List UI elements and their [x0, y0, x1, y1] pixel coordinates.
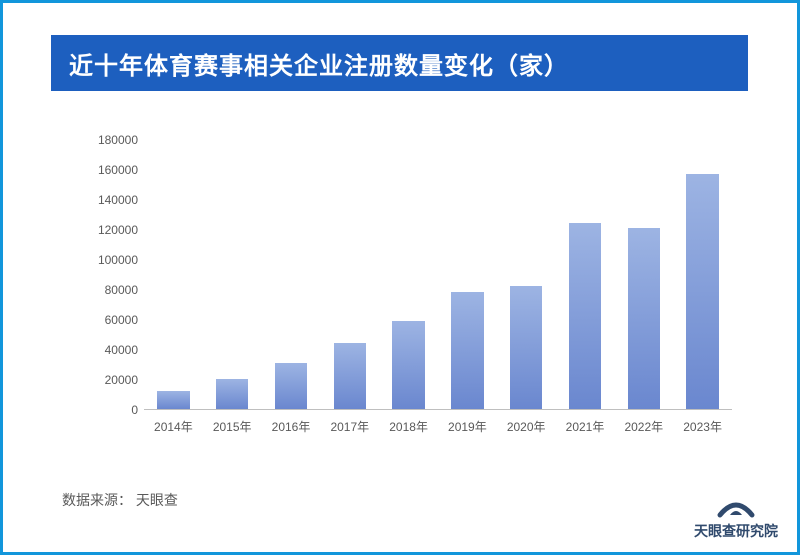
chart-title-bar: 近十年体育赛事相关企业注册数量变化（家）	[51, 35, 748, 91]
bar	[686, 174, 718, 410]
plot-area	[144, 140, 732, 410]
x-tick-label: 2023年	[683, 418, 722, 435]
bar	[569, 223, 601, 409]
x-tick-label: 2017年	[330, 418, 369, 435]
x-tick-label: 2019年	[448, 418, 487, 435]
bar	[510, 286, 542, 409]
data-source: 数据来源： 天眼查	[62, 490, 178, 510]
x-tick-label: 2018年	[389, 418, 428, 435]
bar	[392, 321, 424, 410]
y-tick-label: 0	[131, 403, 138, 417]
y-tick-label: 40000	[105, 343, 138, 357]
y-axis: 0200004000060000800001000001200001400001…	[84, 140, 144, 410]
y-tick-label: 120000	[98, 223, 138, 237]
bar	[157, 391, 189, 409]
bar	[275, 363, 307, 410]
logo-text: 天眼查研究院	[694, 521, 778, 541]
y-tick-label: 180000	[98, 133, 138, 147]
y-tick-label: 80000	[105, 283, 138, 297]
x-tick-label: 2021年	[566, 418, 605, 435]
bar	[334, 343, 366, 409]
y-tick-label: 100000	[98, 253, 138, 267]
source-value: 天眼查	[136, 492, 178, 508]
x-tick-label: 2014年	[154, 418, 193, 435]
x-tick-label: 2022年	[624, 418, 663, 435]
bar	[628, 228, 660, 410]
logo-icon	[716, 493, 756, 519]
x-tick-label: 2015年	[213, 418, 252, 435]
chart-title: 近十年体育赛事相关企业注册数量变化（家）	[69, 46, 569, 81]
x-tick-label: 2020年	[507, 418, 546, 435]
x-tick-label: 2016年	[272, 418, 311, 435]
bar	[216, 379, 248, 409]
y-tick-label: 60000	[105, 313, 138, 327]
source-label: 数据来源：	[62, 492, 132, 508]
x-axis: 2014年 2015年 2016年 2017年 2018年 2019年 2020年 2021年…	[144, 418, 732, 438]
y-tick-label: 140000	[98, 193, 138, 207]
y-tick-label: 20000	[105, 373, 138, 387]
y-tick-label: 160000	[98, 163, 138, 177]
chart-area: 0 20000 40000 60000 80000 100000 120000 140000 1…	[84, 140, 732, 440]
logo: 天眼查研究院	[694, 493, 778, 541]
bar	[451, 292, 483, 409]
